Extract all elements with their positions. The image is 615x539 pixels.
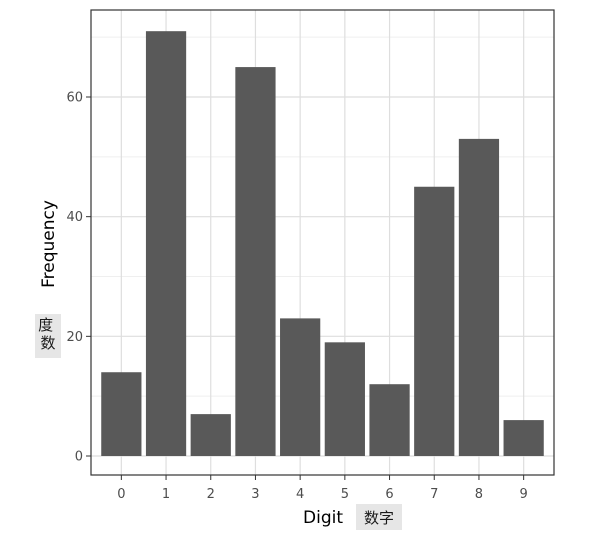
x-tick-label: 1	[162, 487, 170, 502]
y-axis-title: Frequency	[39, 200, 59, 288]
y-tick-label: 60	[66, 91, 83, 106]
x-tick-label: 3	[251, 487, 259, 502]
bars	[101, 31, 544, 457]
x-tick-label: 8	[475, 487, 483, 502]
bar-5	[324, 342, 365, 456]
y-axis-title-zh: 度 数	[38, 316, 58, 352]
plot-panel-border	[90, 9, 555, 476]
x-tick-label: 6	[385, 487, 393, 502]
y-axis: 0 20 40 60	[66, 91, 91, 465]
bar-4	[280, 318, 321, 456]
y-tick-label: 20	[66, 330, 83, 345]
bar-2	[190, 414, 231, 456]
x-tick-label: 7	[430, 487, 438, 502]
bar-7	[414, 186, 455, 456]
x-tick-label: 9	[520, 487, 528, 502]
bar-1	[145, 31, 187, 457]
x-tick-label: 2	[207, 487, 215, 502]
x-axis-title: Digit	[303, 508, 343, 528]
x-axis-title-zh-tag	[356, 504, 402, 530]
bar-3	[235, 67, 276, 456]
y-tick-label: 0	[75, 450, 83, 465]
bar-0	[101, 372, 142, 456]
bar-6	[369, 384, 410, 456]
y-tick-label: 40	[66, 210, 83, 225]
x-axis-title-zh: 数字	[364, 509, 394, 527]
y-axis-title-zh-tag	[35, 314, 61, 358]
x-tick-label: 5	[341, 487, 349, 502]
x-tick-label: 4	[296, 487, 304, 502]
bar-8	[458, 138, 500, 456]
bar-9	[503, 420, 544, 456]
x-tick-label: 0	[117, 487, 125, 502]
x-axis: 0 1 2 3 4 5 6 7 8 9	[117, 475, 528, 502]
